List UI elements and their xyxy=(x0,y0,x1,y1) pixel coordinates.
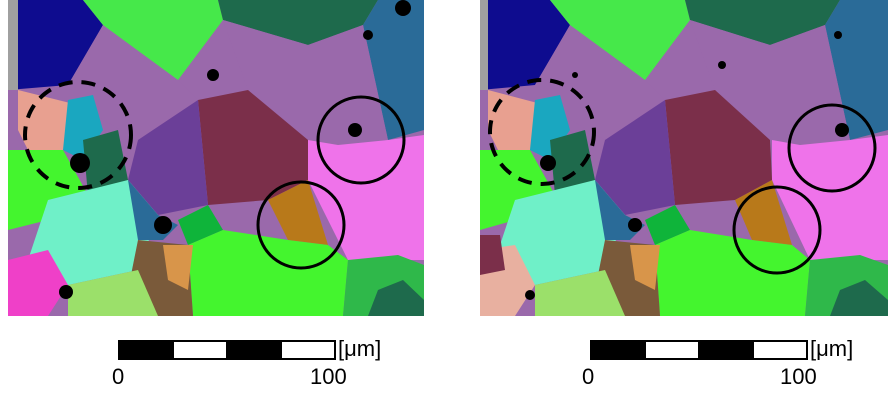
dark-grain-br xyxy=(368,280,424,316)
black-spot xyxy=(59,285,73,299)
maroon-grain xyxy=(665,90,772,205)
gray-edge xyxy=(480,0,488,90)
circle-marker xyxy=(787,103,877,193)
circle-marker xyxy=(732,185,822,275)
violet-grain-a xyxy=(68,25,198,140)
dashed-circle-marker xyxy=(23,80,133,190)
grain-map-panel-right: [μm] 0 100 xyxy=(480,0,888,396)
maroon-grain-small xyxy=(480,235,505,275)
aquamarine-grain xyxy=(28,180,158,285)
dark-grain-br xyxy=(830,280,888,316)
small-green-grain xyxy=(550,130,595,195)
lime-grain-b xyxy=(188,230,348,316)
scale-segment xyxy=(172,340,228,360)
scale-bar: [μm] xyxy=(118,336,381,362)
black-spot xyxy=(395,0,411,16)
scale-bar: [μm] xyxy=(590,336,853,362)
scale-tick-end: 100 xyxy=(310,364,347,389)
orange-grain xyxy=(630,245,660,290)
black-spot xyxy=(540,155,556,171)
black-spot xyxy=(348,123,362,137)
navy-grain xyxy=(480,0,570,90)
gray-edge xyxy=(8,0,18,90)
scale-segment xyxy=(226,340,282,360)
black-spot xyxy=(70,153,90,173)
scale-segment xyxy=(280,340,336,360)
dashed-circle-marker xyxy=(488,78,596,186)
pink-grain xyxy=(8,250,68,316)
black-spot xyxy=(628,218,642,232)
light-green-grain xyxy=(68,270,158,316)
scale-unit-label: [μm] xyxy=(338,336,382,361)
black-spot xyxy=(207,69,219,81)
magenta-grain xyxy=(772,135,888,260)
green-grain-small xyxy=(645,205,690,245)
black-spot xyxy=(835,123,849,137)
black-spot xyxy=(154,216,172,234)
scale-tick-start: 0 xyxy=(582,364,595,389)
navy-grain xyxy=(8,0,103,90)
scale-segment xyxy=(590,340,646,360)
scale-segment xyxy=(118,340,174,360)
scale-segment xyxy=(752,340,808,360)
grain-map-panel-left: [μm] 0 100 xyxy=(8,0,424,396)
scale-unit-label: [μm] xyxy=(810,336,854,361)
black-spot xyxy=(834,31,842,39)
circle-marker xyxy=(256,180,346,270)
light-green-grain xyxy=(535,270,625,316)
teal-blue-grain xyxy=(363,0,424,140)
scale-segment xyxy=(644,340,700,360)
circle-marker xyxy=(316,95,406,185)
black-spot xyxy=(363,30,373,40)
olive-grain xyxy=(268,180,328,245)
black-spot xyxy=(525,290,535,300)
scale-segment xyxy=(698,340,754,360)
green-grain xyxy=(550,0,690,80)
maroon-grain xyxy=(198,90,308,205)
dark-green-grain xyxy=(685,0,840,45)
grain-orientation-map-left xyxy=(8,0,424,316)
violet-grain-b xyxy=(690,20,850,145)
scale-tick-start: 0 xyxy=(112,364,125,389)
lime-grain-a xyxy=(8,150,88,230)
orange-grain xyxy=(163,245,193,290)
violet-grain-a xyxy=(535,25,665,140)
purple-grain xyxy=(128,100,208,215)
lime-grain-b xyxy=(655,230,810,316)
purple-grain xyxy=(595,100,675,215)
green-grain xyxy=(83,0,223,80)
aquamarine-grain xyxy=(495,180,625,285)
black-spot xyxy=(572,72,578,78)
green-grain-small xyxy=(178,205,223,245)
violet-grain-b xyxy=(223,20,388,145)
dark-green-grain xyxy=(218,0,378,45)
small-green-grain xyxy=(83,130,128,195)
lime-grain-a xyxy=(480,150,555,230)
black-spot xyxy=(718,61,726,69)
grain-orientation-map-right xyxy=(480,0,888,316)
scale-tick-end: 100 xyxy=(780,364,817,389)
